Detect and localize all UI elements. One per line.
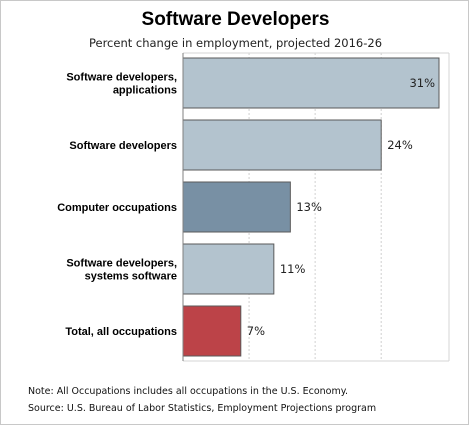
chart-subtitle: Percent change in employment, projected … [88, 36, 383, 50]
chart-source: Source: U.S. Bureau of Labor Statistics,… [28, 403, 377, 414]
value-label: 31% [409, 76, 435, 90]
bar [182, 243, 275, 295]
category-label: Software developers, systems software [66, 258, 177, 283]
bar [182, 181, 291, 233]
bar [182, 57, 440, 109]
category-label: Software developers [69, 140, 177, 152]
category-label: Computer occupations [57, 202, 177, 214]
value-label: 24% [387, 138, 413, 152]
value-label: 7% [247, 324, 265, 338]
chart-title: Software Developers [141, 9, 330, 30]
bar [182, 305, 242, 357]
bar [182, 119, 382, 171]
category-label: Software developers, applications [66, 72, 177, 97]
value-label: 11% [280, 262, 306, 276]
chart-note: Note: All Occupations includes all occup… [28, 386, 349, 397]
value-label: 13% [296, 200, 322, 214]
category-label: Total, all occupations [65, 326, 177, 338]
